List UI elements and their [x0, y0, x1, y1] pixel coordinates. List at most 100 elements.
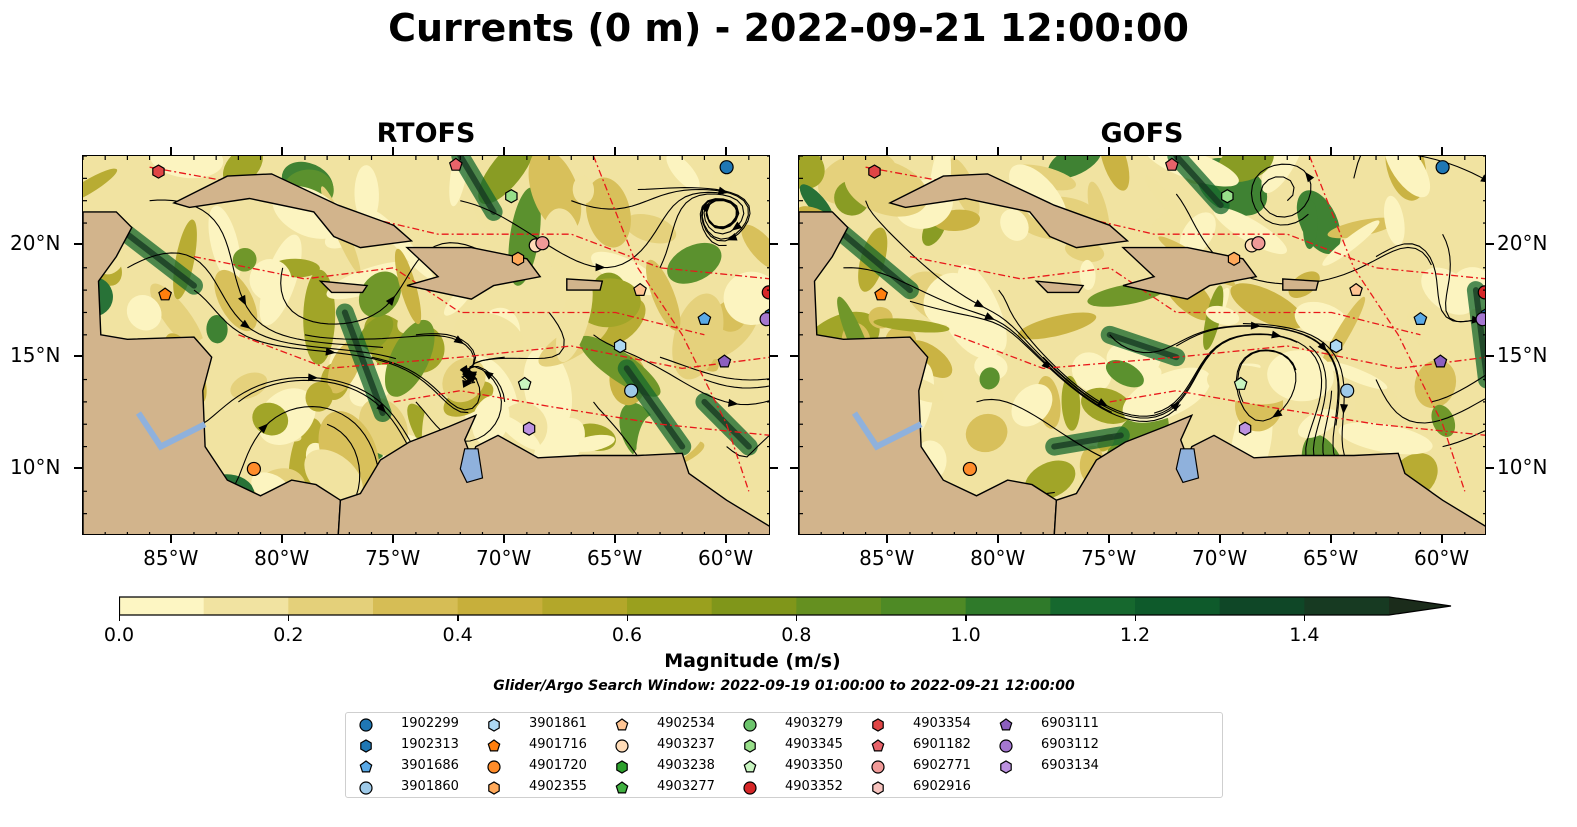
- legend-marker-icon: [743, 781, 757, 795]
- streamline-arrow: [1271, 330, 1282, 339]
- legend-label: 4901720: [529, 758, 587, 773]
- lon-tick-label: 80°W: [970, 546, 1026, 570]
- lat-tick-label-right: 15°N: [1497, 343, 1548, 368]
- legend-marker-pentagon: [359, 760, 373, 773]
- land-polygon: [318, 280, 369, 294]
- legend-marker-icon: [488, 718, 500, 732]
- land-polygon: [888, 173, 1130, 249]
- legend-label: 6901182: [913, 737, 971, 752]
- legend-marker-hexagon: [872, 718, 884, 732]
- colorbar-segment: [203, 597, 289, 615]
- legend-marker-hexagon: [744, 739, 756, 753]
- float-marker-6903112: [759, 312, 769, 327]
- colorbar-tick-label: 0.2: [273, 624, 304, 646]
- lon-tick-label: 60°W: [1413, 546, 1470, 570]
- legend-marker-pentagon: [999, 718, 1013, 731]
- map-rtofs[interactable]: [82, 155, 770, 535]
- streamline: [1375, 379, 1485, 424]
- lat-major-tick: [790, 243, 798, 246]
- legend-label: 3901686: [401, 758, 459, 773]
- lon-tick-label: 80°W: [254, 546, 310, 570]
- float-marker-4901720: [962, 461, 977, 477]
- lat-tick-label-left: 10°N: [10, 454, 61, 479]
- colorbar-tick-label: 1.2: [1119, 624, 1151, 646]
- panel-title-gofs: GOFS: [1100, 118, 1184, 149]
- lat-tick-label-left: 20°N: [10, 231, 61, 256]
- lon-major-tick: [502, 147, 505, 155]
- colorbar-segment: [1135, 597, 1221, 615]
- legend-marker-pentagon: [615, 781, 629, 794]
- legend-marker-circle: [871, 760, 885, 774]
- streamline-arrow: [731, 221, 743, 231]
- land-polygon: [337, 413, 769, 534]
- lat-major-tick: [790, 466, 798, 469]
- lon-major-tick: [1218, 535, 1221, 543]
- map-gofs[interactable]: [798, 155, 1486, 535]
- legend-marker-icon: [872, 781, 884, 795]
- float-marker-3901686: [1413, 311, 1428, 325]
- lon-major-tick: [613, 535, 616, 543]
- streamline: [1442, 233, 1485, 323]
- float-marker-4902534: [633, 282, 647, 296]
- lat-major-tick: [74, 243, 82, 246]
- legend-marker-pentagon: [615, 718, 629, 731]
- legend-label: 4901716: [529, 737, 587, 752]
- streamline-arrow: [973, 299, 985, 308]
- float-marker-4903350: [1233, 376, 1248, 390]
- float-legend: 1902299 1902313 3901686 3901860 3901861 49017…: [345, 712, 1223, 798]
- float-marker-4903345: [1221, 189, 1234, 204]
- lon-major-tick: [885, 147, 888, 155]
- streamline-arrow: [984, 312, 995, 320]
- panel-title-rtofs: RTOFS: [376, 118, 476, 149]
- lake-maracaibo: [459, 448, 484, 484]
- search-window-text: Glider/Argo Search Window: 2022-09-19 01…: [493, 678, 1075, 694]
- legend-marker-pentagon: [487, 739, 501, 752]
- lake-maracaibo: [1175, 448, 1200, 484]
- legend-marker-hexagon: [488, 718, 500, 732]
- legend-marker-hexagon: [360, 739, 372, 753]
- colorbar-segment: [796, 597, 882, 615]
- lake-nicaragua: [851, 411, 923, 451]
- legend-label: 4903352: [785, 779, 843, 794]
- streamlines: [817, 156, 1485, 534]
- float-marker-4903350: [517, 376, 532, 390]
- float-marker-3901860: [624, 383, 639, 398]
- frame-ticks: [799, 156, 1485, 534]
- lon-major-tick: [885, 535, 888, 543]
- float-marker-4903352: [1477, 285, 1485, 300]
- streamline-arrow: [460, 364, 469, 376]
- legend-marker-pentagon: [743, 760, 757, 773]
- colorbar-tick: [457, 615, 459, 621]
- float-marker-6901182: [448, 157, 463, 171]
- streamline-arrow: [462, 379, 473, 388]
- colorbar-tick-label: 0.8: [781, 624, 812, 646]
- legend-marker-icon: [743, 760, 757, 773]
- float-marker-3901860: [1340, 383, 1355, 398]
- lon-major-tick: [391, 535, 394, 543]
- land-polygon: [172, 173, 414, 249]
- lon-major-tick: [1107, 535, 1110, 543]
- land-polygon: [1034, 280, 1085, 294]
- colorbar-tick-label: 0.4: [442, 624, 473, 646]
- eez-line: [149, 166, 769, 280]
- streamline-arrow: [1170, 401, 1180, 412]
- legend-label: 3901860: [401, 779, 459, 794]
- legend-marker-circle: [743, 718, 757, 732]
- colorbar-tick-label: 0.0: [103, 624, 135, 646]
- streamline-arrow: [701, 202, 711, 214]
- legend-label: 4903350: [785, 758, 843, 773]
- colorbar-tick: [1134, 615, 1136, 621]
- streamline-arrow: [595, 263, 606, 272]
- legend-marker-icon: [872, 718, 884, 732]
- lon-major-tick: [1329, 147, 1332, 155]
- legend-marker-icon: [359, 760, 373, 773]
- float-marker-4902355: [511, 251, 525, 266]
- legend-marker-icon: [744, 739, 756, 753]
- lat-major-tick: [770, 466, 778, 469]
- float-marker-4901716: [158, 287, 173, 301]
- float-marker-6902771: [535, 236, 550, 251]
- legend-label: 4903345: [785, 737, 843, 752]
- legend-marker-circle: [743, 781, 757, 795]
- colorbar-segment: [288, 597, 374, 615]
- float-marker-4903354: [868, 164, 881, 179]
